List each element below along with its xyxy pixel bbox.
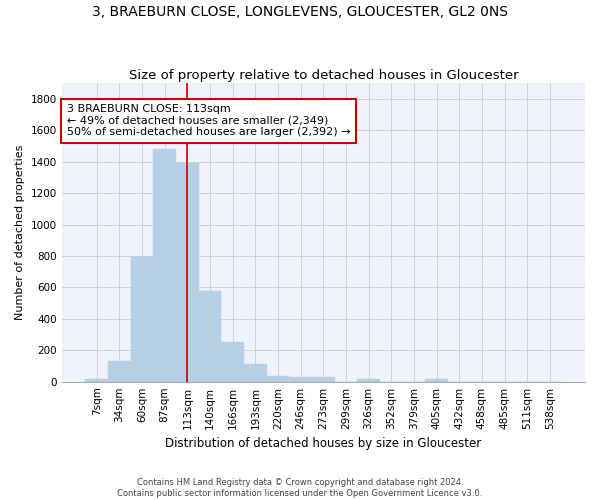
Title: Size of property relative to detached houses in Gloucester: Size of property relative to detached ho… xyxy=(128,69,518,82)
Bar xyxy=(154,149,176,382)
Bar xyxy=(199,292,221,382)
Bar xyxy=(108,362,131,382)
Text: Contains HM Land Registry data © Crown copyright and database right 2024.
Contai: Contains HM Land Registry data © Crown c… xyxy=(118,478,482,498)
Bar xyxy=(358,378,380,382)
X-axis label: Distribution of detached houses by size in Gloucester: Distribution of detached houses by size … xyxy=(165,437,481,450)
Y-axis label: Number of detached properties: Number of detached properties xyxy=(15,144,25,320)
Bar xyxy=(244,364,266,382)
Text: 3 BRAEBURN CLOSE: 113sqm
← 49% of detached houses are smaller (2,349)
50% of sem: 3 BRAEBURN CLOSE: 113sqm ← 49% of detach… xyxy=(67,104,350,138)
Bar xyxy=(266,376,289,382)
Bar xyxy=(131,257,154,382)
Bar xyxy=(85,380,108,382)
Bar xyxy=(425,380,448,382)
Text: 3, BRAEBURN CLOSE, LONGLEVENS, GLOUCESTER, GL2 0NS: 3, BRAEBURN CLOSE, LONGLEVENS, GLOUCESTE… xyxy=(92,5,508,19)
Bar xyxy=(312,377,335,382)
Bar xyxy=(176,164,199,382)
Bar xyxy=(289,377,312,382)
Bar xyxy=(221,342,244,382)
